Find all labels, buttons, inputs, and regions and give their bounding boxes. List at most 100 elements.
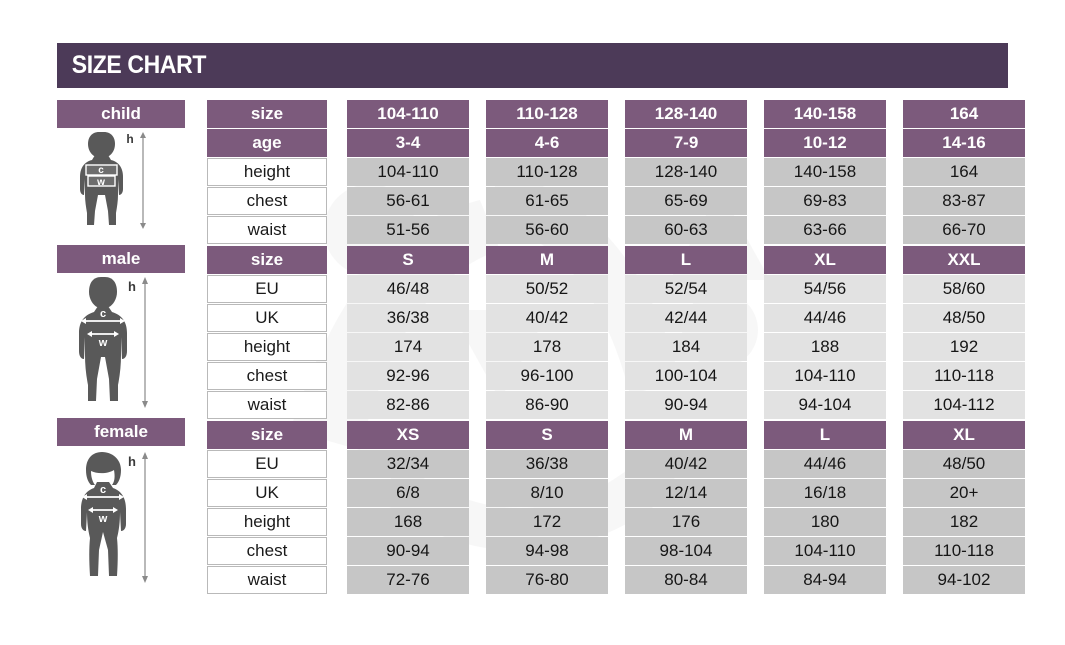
waist-marker-label: w [98,513,108,525]
row-label-eu: EU [207,275,327,303]
male-chest-col-5: 110-118 [903,362,1025,390]
group-label-male: male [57,245,185,273]
female-height-col-5: 182 [903,508,1025,536]
child-size-col-4: 140-158 [764,100,886,128]
table-row: height 174 178 184 188 192 [57,333,1025,361]
male-size-col-4: XL [764,246,886,274]
row-label-size: size [207,246,327,274]
group-label-child-text: child [101,104,141,123]
male-waist-col-2: 86-90 [486,391,608,419]
row-label-chest: chest [207,187,327,215]
female-uk-col-4: 16/18 [764,479,886,507]
male-waist-col-3: 90-94 [625,391,747,419]
female-eu-col-3: 40/42 [625,450,747,478]
female-size-col-2: S [486,421,608,449]
row-label-age: age [207,129,327,157]
table-row: EU 46/48 50/52 52/54 54/56 58/60 [57,275,1025,303]
male-height-col-4: 188 [764,333,886,361]
row-label-size: size [207,100,327,128]
group-label-male-text: male [101,249,141,268]
child-waist-col-5: 66-70 [903,216,1025,244]
child-height-col-3: 128-140 [625,158,747,186]
male-height-col-5: 192 [903,333,1025,361]
female-chest-col-5: 110-118 [903,537,1025,565]
waist-marker-label: w [98,337,108,349]
table-row: EU 32/34 36/38 40/42 44/46 48/50 [57,450,1025,478]
child-chest-col-3: 65-69 [625,187,747,215]
row-label-chest: chest [207,362,327,390]
row-label-chest: chest [207,537,327,565]
male-size-col-1: S [347,246,469,274]
section-female: c w h size XS S M [57,421,1025,594]
male-size-col-5: XXL [903,246,1025,274]
female-uk-col-2: 8/10 [486,479,608,507]
female-waist-col-3: 80-84 [625,566,747,594]
table-row: waist 82-86 86-90 90-94 94-104 104-112 [57,391,1025,419]
table-row: waist 72-76 76-80 80-84 84-94 94-102 [57,566,1025,594]
group-label-female: female [57,418,185,446]
female-waist-col-1: 72-76 [347,566,469,594]
female-chest-col-3: 98-104 [625,537,747,565]
chest-marker-label: c [98,165,104,176]
chest-marker-label: c [100,308,106,320]
child-size-col-3: 128-140 [625,100,747,128]
male-eu-col-5: 58/60 [903,275,1025,303]
male-eu-col-3: 52/54 [625,275,747,303]
female-waist-col-5: 94-102 [903,566,1025,594]
table-row: height 168 172 176 180 182 [57,508,1025,536]
row-label-height: height [207,158,327,186]
female-figure-wrap: c w h [57,450,185,583]
female-chest-col-4: 104-110 [764,537,886,565]
child-size-col-5: 164 [903,100,1025,128]
male-chest-col-4: 104-110 [764,362,886,390]
group-label-child: child [57,100,185,128]
table-row: age 3-4 4-6 7-9 10-12 14-16 [57,129,1025,157]
male-uk-col-3: 42/44 [625,304,747,332]
child-silhouette-icon: c w h [80,132,146,229]
female-uk-col-5: 20+ [903,479,1025,507]
child-chest-col-1: 56-61 [347,187,469,215]
row-label-waist: waist [207,566,327,594]
female-eu-col-4: 44/46 [764,450,886,478]
male-height-col-1: 174 [347,333,469,361]
female-size-col-1: XS [347,421,469,449]
section-child: c w h size 104-110 110-128 128-140 140-1… [57,100,1025,244]
row-label-waist: waist [207,216,327,244]
female-waist-col-4: 84-94 [764,566,886,594]
male-uk-col-5: 48/50 [903,304,1025,332]
table-row: size S M L XL XXL [57,246,1025,274]
child-waist-col-4: 63-66 [764,216,886,244]
table-row: chest 90-94 94-98 98-104 104-110 110-118 [57,537,1025,565]
size-chart-grid: c w h size 104-110 110-128 128-140 140-1… [57,100,1025,594]
female-uk-col-1: 6/8 [347,479,469,507]
group-label-female-text: female [94,422,148,441]
chest-marker-label: c [100,484,106,496]
child-figure-wrap: c w h [57,129,185,229]
male-uk-col-2: 40/42 [486,304,608,332]
female-chest-col-1: 90-94 [347,537,469,565]
row-label-height: height [207,333,327,361]
page-title: SIZE CHART [71,51,207,79]
child-age-col-4: 10-12 [764,129,886,157]
child-age-col-1: 3-4 [347,129,469,157]
female-eu-col-1: 32/34 [347,450,469,478]
table-row: chest 56-61 61-65 65-69 69-83 83-87 [57,187,1025,215]
table-row: UK 36/38 40/42 42/44 44/46 48/50 [57,304,1025,332]
table-row: height 104-110 110-128 128-140 140-158 1… [57,158,1025,186]
child-size-col-1: 104-110 [347,100,469,128]
female-height-col-3: 176 [625,508,747,536]
female-height-col-2: 172 [486,508,608,536]
male-uk-col-4: 44/46 [764,304,886,332]
child-age-col-3: 7-9 [625,129,747,157]
row-label-uk: UK [207,304,327,332]
male-height-col-2: 178 [486,333,608,361]
child-chest-col-5: 83-87 [903,187,1025,215]
child-waist-col-1: 51-56 [347,216,469,244]
chart-title-bar: SIZE CHART [57,43,1008,88]
child-age-col-5: 14-16 [903,129,1025,157]
child-chest-col-4: 69-83 [764,187,886,215]
table-row: size 104-110 110-128 128-140 140-158 164 [57,100,1025,128]
waist-marker-label: w [96,177,105,188]
height-marker-label: h [128,454,136,469]
female-eu-col-5: 48/50 [903,450,1025,478]
